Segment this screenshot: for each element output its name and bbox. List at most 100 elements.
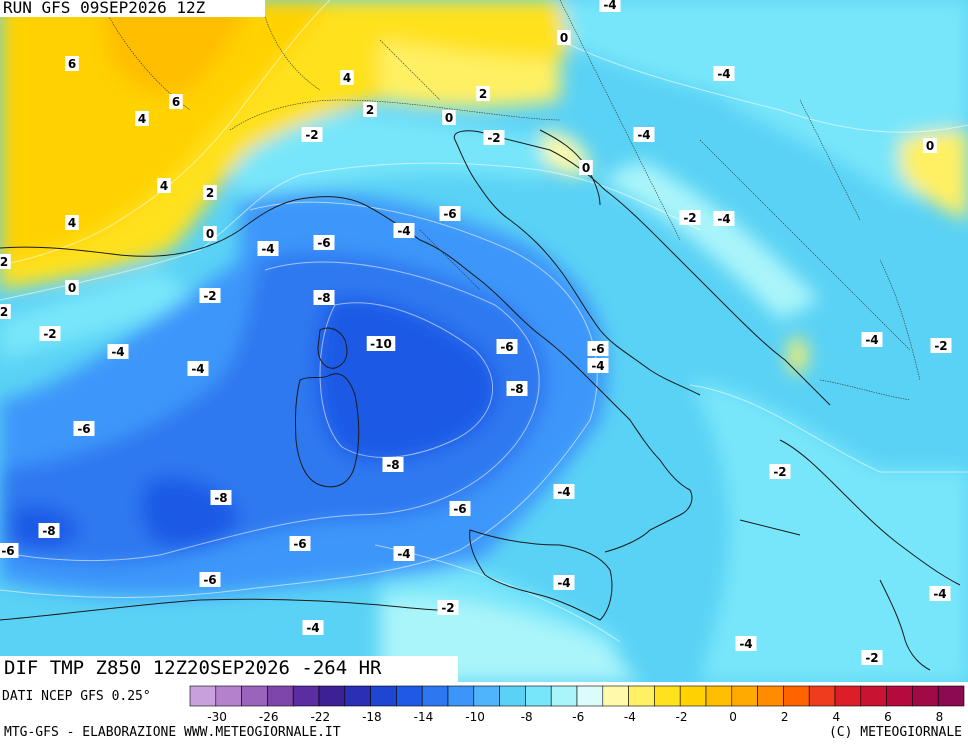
contour-label-box [437,600,459,615]
color-scale-box [241,685,268,707]
contour-label: -6 [496,339,518,354]
contour-label-text: 2 [366,103,374,117]
contour-label-text: 2 [206,186,214,200]
color-scale-box [292,685,320,707]
contour-label-text: -4 [191,362,204,376]
contour-label: -6 [439,206,461,221]
contour-label-box [557,30,571,45]
contour-label: -4 [107,344,129,359]
contour-label: -8 [38,523,60,538]
color-scale-box [654,685,681,707]
color-scale-tick-label: -6 [572,710,584,724]
contour-label-text: -2 [441,601,454,615]
coastlines [0,129,961,671]
contour-label: -8 [313,290,335,305]
color-scale-tick-label: -4 [624,710,636,724]
contour-label-text: -4 [717,67,730,81]
contour-label-box [393,546,415,561]
color-scale-box [344,685,371,707]
contour-label-text: -4 [111,345,124,359]
color-scale-tick-label: -14 [414,710,434,724]
color-scale-tick-label: -10 [465,710,485,724]
color-scale-box [602,685,629,707]
color-scale-box [499,685,526,707]
contour-label: -6 [199,572,221,587]
contour-label-box [587,341,609,356]
anomaly-field [0,0,968,682]
color-scale-box [912,685,939,707]
contour-label-text: -8 [510,382,523,396]
contour-label-text: -6 [1,544,14,558]
contour-label-text: 0 [445,111,453,125]
contour-label-text: -4 [717,212,730,226]
contour-label: 0 [203,226,217,241]
contour-label-box [366,336,396,351]
contour-label: -6 [449,501,471,516]
contour-label-box [496,339,518,354]
color-scale-box [783,685,810,707]
contour-label: 0 [442,110,456,125]
credit-left: MTG-GFS - ELABORAZIONE WWW.METEOGIORNALE… [4,725,341,740]
contour-label-box [382,457,404,472]
contour-label-text: -4 [397,224,410,238]
contour-label: -6 [73,421,95,436]
contour-label: -4 [302,620,324,635]
contour-label: -10 [366,336,396,351]
contour-label-text: -2 [43,327,56,341]
contour-label-box [923,138,937,153]
contour-label-box [393,223,415,238]
contour-label: -2 [483,130,505,145]
contour-label-box [302,620,324,635]
contour-label-box [73,421,95,436]
contour-label-box [38,523,60,538]
contour-label: -4 [257,241,279,256]
color-scale-box [705,685,733,707]
contour-label: 0 [65,280,79,295]
contour-label-box [579,160,593,175]
contour-label: -4 [929,586,951,601]
contour-label-box [476,86,490,101]
contour-label-text: -4 [933,587,946,601]
contour-label: -4 [587,358,609,373]
contour-label-box [439,206,461,221]
contour-label: -4 [393,223,415,238]
contour-label-text: 2 [0,305,8,319]
contour-label: -4 [633,127,655,142]
color-scale-box [525,685,552,707]
credit-right: (C) METEOGIORNALE [828,725,962,740]
field-title: DIF TMP Z850 12Z20SEP2026 -264 HR [0,656,458,682]
contour-label-text: -4 [603,0,616,12]
contour-label-box [506,381,528,396]
contour-label-text: 4 [138,112,146,126]
contour-label-text: 0 [68,281,76,295]
color-scale-box [860,685,887,707]
contour-label: -6 [289,536,311,551]
contour-label: 0 [557,30,571,45]
contour-label: 4 [157,178,171,193]
contour-label: -4 [735,636,757,651]
contour-label-text: 2 [479,87,487,101]
contour-label-box [713,66,735,81]
contour-label-box [587,358,609,373]
contour-label: 2 [0,254,11,269]
contour-label-text: -8 [386,458,399,472]
color-scale-box [886,685,913,707]
contour-label-text: 4 [68,216,76,230]
contour-label-text: 0 [582,161,590,175]
contour-label-box [340,70,354,85]
contour-label-box [157,178,171,193]
contour-label: 4 [65,215,79,230]
contour-label-box [0,304,11,319]
contour-label-box [199,288,221,303]
contour-label-box [301,127,323,142]
color-scale-tick-label: -30 [207,710,227,724]
contour-label-box [187,361,209,376]
color-scale-tick-label: 8 [936,710,944,724]
contour-label-text: -6 [77,422,90,436]
data-source-label: DATI NCEP GFS 0.25° [2,689,151,704]
contour-label-text: -2 [865,651,878,665]
contour-label: -2 [930,338,952,353]
contour-label-text: -4 [637,128,650,142]
contour-label: 4 [340,70,354,85]
